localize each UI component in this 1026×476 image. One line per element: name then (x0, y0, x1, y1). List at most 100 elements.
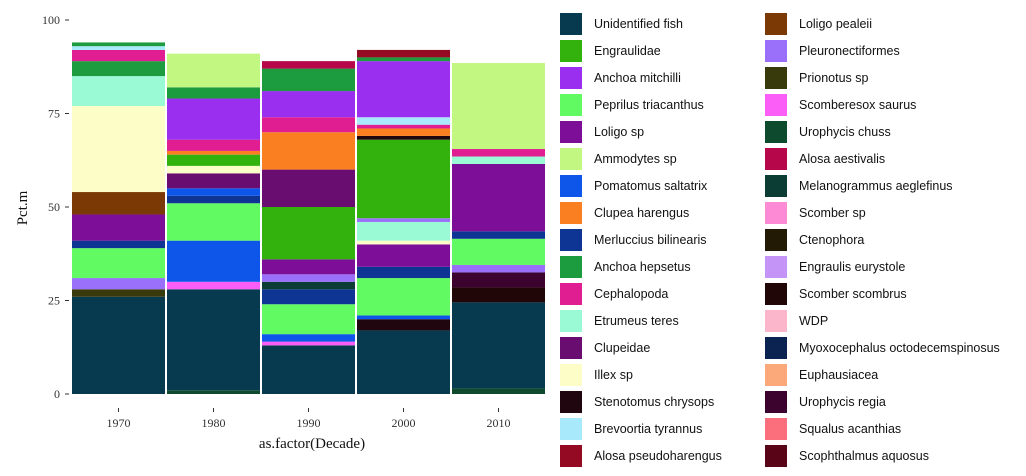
legend-item: Illex sp (560, 362, 633, 388)
legend-item: Scomberesox saurus (765, 92, 916, 118)
bar-segment (452, 238, 545, 265)
bar-segment (72, 192, 165, 215)
legend-label: Squalus acanthias (799, 422, 902, 436)
legend-label: Illex sp (594, 368, 633, 382)
bar-segment (262, 207, 355, 260)
legend-item: Anchoa hepsetus (560, 254, 691, 280)
legend-swatch (560, 94, 582, 116)
x-tick-label: 2010 (487, 416, 511, 430)
y-tick-label: 100 (42, 13, 60, 27)
bar-segment (357, 278, 450, 316)
bar-segment (357, 49, 450, 58)
bar-segment (167, 188, 260, 196)
bar-segment (357, 315, 450, 320)
bar-segment (167, 154, 260, 166)
legend-item: Euphausiacea (765, 362, 878, 388)
legend-swatch (765, 13, 787, 35)
y-tick-label: 75 (48, 107, 60, 121)
legend-item: WDP (765, 308, 828, 334)
legend-label: Myoxocephalus octodecemspinosus (799, 341, 1000, 355)
bar-segment (262, 117, 355, 133)
legend-item: Stenotomus chrysops (560, 389, 714, 415)
legend-item: Pomatomus saltatrix (560, 173, 707, 199)
legend-item: Prionotus sp (765, 65, 868, 91)
bar-segment (262, 132, 355, 170)
bar-segment (357, 266, 450, 279)
bar-segment (72, 76, 165, 107)
bar-segment (72, 42, 165, 47)
legend-label: Cephalopoda (594, 287, 669, 301)
legend-label: Etrumeus teres (594, 314, 679, 328)
legend-item: Pleuronectiformes (765, 38, 900, 64)
legend-swatch (765, 121, 787, 143)
legend-label: Engraulis eurystole (799, 260, 906, 274)
bar-segment (452, 272, 545, 288)
bar-segment (167, 98, 260, 140)
legend-swatch (765, 337, 787, 359)
legend-label: Anchoa hepsetus (594, 260, 691, 274)
bar-segment (452, 388, 545, 394)
bar-segment (72, 248, 165, 279)
legend-label: Pleuronectiformes (799, 44, 900, 58)
legend-swatch (560, 391, 582, 413)
legend-swatch (560, 337, 582, 359)
bar-segment (357, 218, 450, 222)
stacked-bar-chart: 0 25 50 75 100 1970 1980 1990 2000 2010 as.facto… (15, 13, 545, 452)
bar-segment (357, 124, 450, 129)
legend-label: Ammodytes sp (594, 152, 677, 166)
bar-segment (452, 163, 545, 232)
bar-segment (72, 106, 165, 193)
bar-segment (452, 264, 545, 273)
bar-segment (72, 46, 165, 50)
legend-swatch (765, 94, 787, 116)
bar-segment (72, 61, 165, 77)
legend-item: Brevoortia tyrannus (560, 416, 702, 442)
bar-segment (262, 61, 355, 69)
legend-label: Scomberesox saurus (799, 98, 917, 112)
legend-label: Alosa pseudoharengus (594, 449, 722, 463)
legend-swatch (765, 148, 787, 170)
legend-label: Melanogrammus aeglefinus (799, 179, 953, 193)
legend-swatch (560, 148, 582, 170)
x-axis: 1970 1980 1990 2000 2010 (107, 408, 511, 430)
legend-swatch (560, 40, 582, 62)
legend-swatch (765, 310, 787, 332)
legend-swatch (765, 391, 787, 413)
y-axis: 0 25 50 75 100 (42, 13, 69, 401)
legend-item: Engraulidae (560, 38, 661, 64)
legend-item: Alosa aestivalis (765, 146, 885, 172)
legend-label: Pomatomus saltatrix (594, 179, 708, 193)
legend-swatch (560, 310, 582, 332)
bar-segment (72, 214, 165, 241)
legend-item: Cephalopoda (560, 281, 668, 307)
legend-label: Clupeidae (594, 341, 651, 355)
bar-segment (167, 150, 260, 155)
legend-item: Scomber scombrus (765, 281, 907, 307)
legend-swatch (765, 445, 787, 467)
legend-label: Prionotus sp (799, 71, 869, 85)
bar-segment (357, 221, 450, 241)
legend-swatch (765, 202, 787, 224)
bar-segment (262, 345, 355, 394)
bar-segment (452, 302, 545, 389)
legend-label: Urophycis chuss (799, 125, 891, 139)
legend-item: Urophycis chuss (765, 119, 891, 145)
bar-segment (167, 165, 260, 174)
legend-label: Peprilus triacanthus (594, 98, 704, 112)
legend-swatch (765, 67, 787, 89)
bar-segment (452, 156, 545, 164)
legend-label: WDP (799, 314, 829, 328)
bar-segment (357, 319, 450, 331)
legend-item: Scophthalmus aquosus (765, 443, 929, 469)
legend-item: Unidentified fish (560, 11, 683, 37)
legend-label: Loligo pealeii (799, 17, 872, 31)
bar-segment (167, 173, 260, 189)
bar-segment (357, 240, 450, 245)
bar-segment (357, 139, 450, 219)
legend-swatch (560, 418, 582, 440)
legend-item: Etrumeus teres (560, 308, 679, 334)
bar-segment (357, 330, 450, 394)
bar-segment (262, 281, 355, 290)
legend-swatch (560, 283, 582, 305)
bar-segment (167, 53, 260, 88)
